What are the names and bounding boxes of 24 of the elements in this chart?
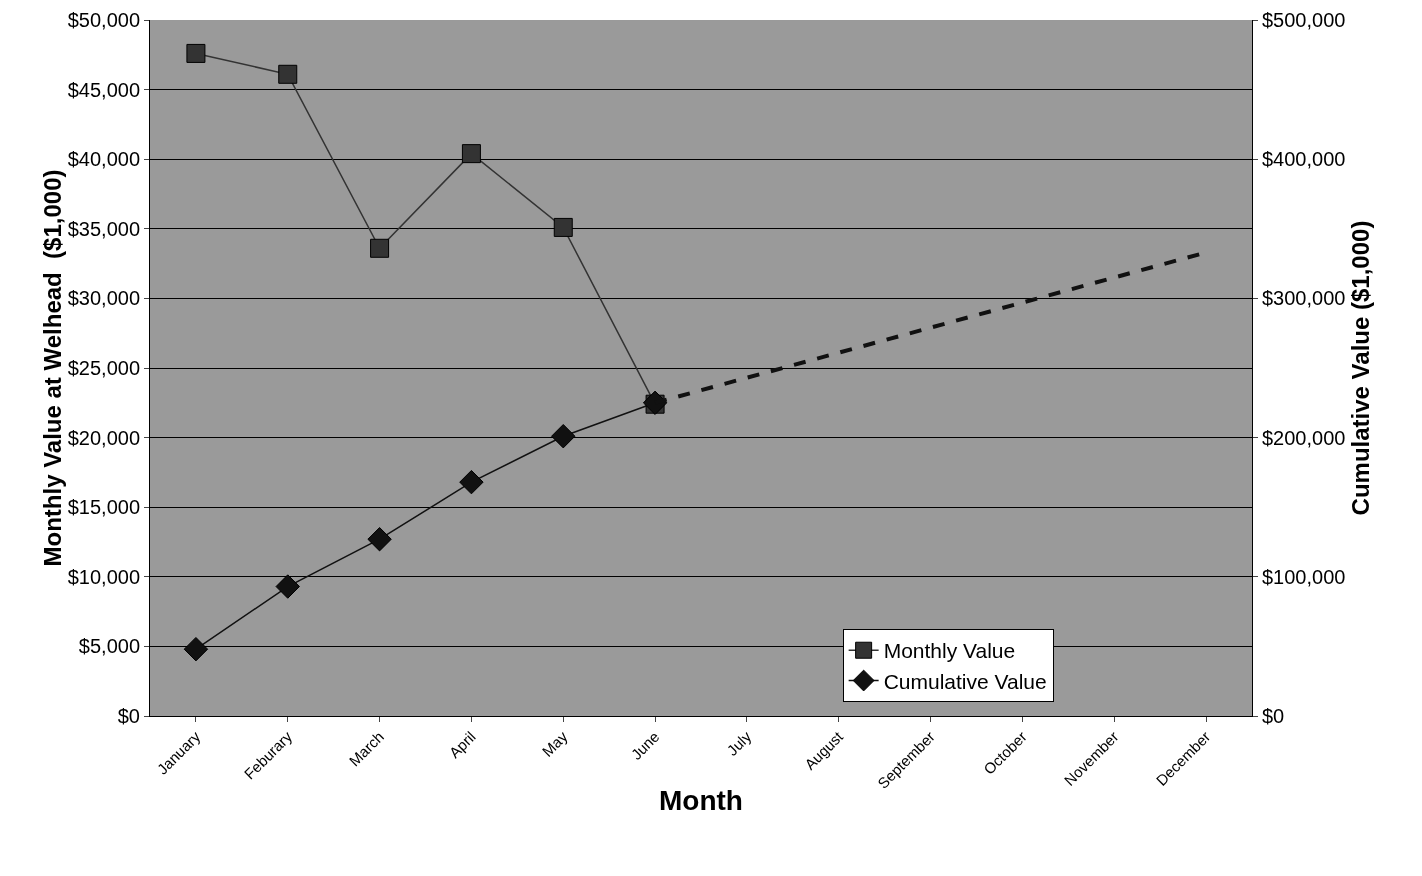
legend-label: Monthly Value	[883, 639, 1016, 663]
y-axis-title: Monthly Value at Welhead ($1,000)	[38, 169, 66, 567]
y-tick-label: $35,000	[67, 217, 140, 240]
y2-tick-label: $300,000	[1262, 287, 1346, 310]
y-tick-label: $25,000	[67, 357, 140, 379]
y-tick-label: $10,000	[67, 565, 140, 588]
y-tick-label: $5,000	[78, 635, 140, 658]
y2-tick-label: $100,000	[1262, 565, 1346, 588]
legend-label: Cumulative Value	[883, 669, 1047, 693]
y-tick-label: $40,000	[67, 148, 140, 171]
y-tick-label: $0	[117, 705, 140, 727]
y2-tick-label: $200,000	[1262, 426, 1346, 449]
x-tick-label: May	[538, 727, 572, 760]
y-tick-label: $50,000	[67, 9, 140, 31]
y-tick-label: $45,000	[67, 78, 140, 101]
y-tick-label: $15,000	[67, 496, 140, 519]
y2-tick-label: $400,000	[1262, 148, 1346, 171]
x-axis-title: Month	[659, 785, 743, 816]
x-tick-label: July	[723, 727, 755, 759]
y-tick-label: $20,000	[67, 426, 140, 449]
y2-tick-label: $0	[1262, 705, 1285, 727]
y-tick-label: $30,000	[67, 287, 140, 310]
y2-tick-label: $500,000	[1262, 9, 1346, 31]
y2-axis-title: Cumulative Value ($1,000)	[1347, 220, 1375, 516]
